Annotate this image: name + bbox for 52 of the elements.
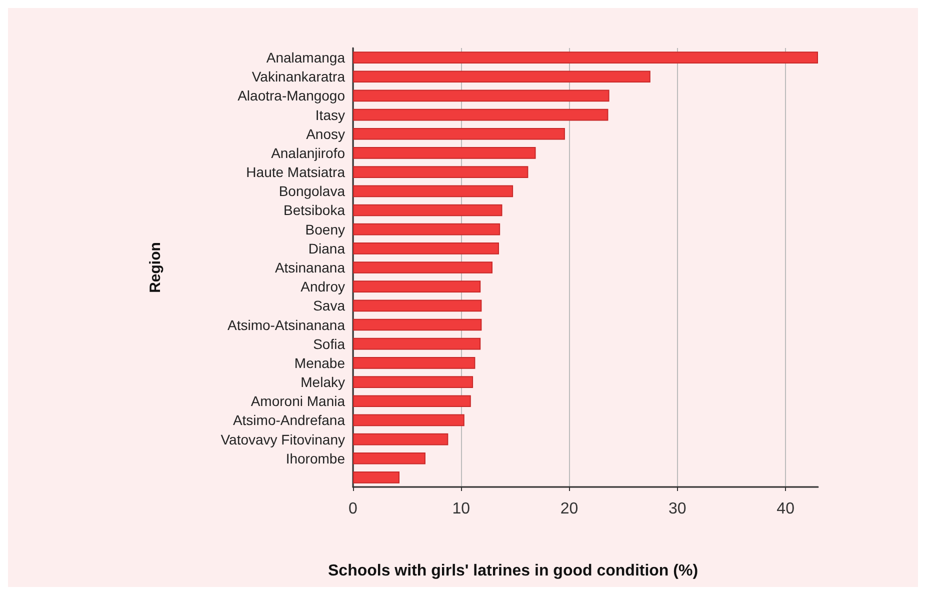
- y-tick-label: Atsimo-Atsinanana: [227, 316, 346, 333]
- bar: [353, 242, 499, 254]
- y-tick-label: Anosy: [306, 126, 345, 142]
- y-tick-label: Melaky: [300, 374, 345, 390]
- y-tick-label: Analamanga: [266, 50, 346, 66]
- bar: [353, 204, 502, 216]
- bar: [353, 433, 448, 446]
- y-tick-label: Haute Matsiatra: [246, 164, 346, 180]
- y-tick-label: Atsimo-Andrefana: [232, 412, 346, 428]
- bar: [353, 52, 818, 64]
- x-tick-label: 0: [348, 500, 358, 518]
- bar: [353, 108, 608, 121]
- bar: [353, 318, 482, 331]
- bar: [353, 262, 492, 274]
- bar: [353, 300, 482, 312]
- bar: [353, 90, 610, 102]
- bar: [353, 395, 471, 408]
- y-tick-label: Boeny: [305, 221, 345, 238]
- y-tick-label: Alaotra-Mangogo: [238, 88, 346, 104]
- bar: [353, 414, 464, 426]
- y-tick-label: Sofia: [313, 336, 346, 352]
- y-tick-label: Itasy: [315, 106, 345, 123]
- y-tick-label: Diana: [308, 240, 346, 256]
- bar: [353, 147, 536, 159]
- bar: [353, 338, 481, 350]
- y-tick-label: Menabe: [294, 354, 346, 371]
- y-axis-title: Region: [147, 242, 164, 293]
- bar: [353, 472, 400, 484]
- x-tick-label: 10: [452, 500, 470, 518]
- y-tick-label: Androy: [300, 278, 345, 295]
- x-tick-label: 20: [560, 500, 578, 518]
- y-tick-label: Bongolava: [278, 183, 346, 200]
- x-tick-label: 40: [776, 500, 795, 518]
- bar: [353, 223, 500, 236]
- bar: [353, 357, 476, 369]
- y-tick-label: Vatovavy Fitovinany: [220, 431, 345, 448]
- y-tick-label: Vakinankaratra: [252, 68, 346, 85]
- x-tick-label: 30: [668, 500, 686, 518]
- bar: [353, 166, 528, 178]
- y-tick-label: Ihorombe: [286, 450, 346, 466]
- x-axis-title: Schools with girls' latrines in good condition (%): [328, 562, 698, 580]
- y-tick-label: Sava: [313, 298, 346, 314]
- y-tick-label: Betsiboka: [284, 202, 346, 218]
- bar: [353, 185, 514, 198]
- y-tick-label: Atsinanana: [274, 260, 346, 276]
- bar: [353, 128, 565, 140]
- bar: [353, 280, 481, 293]
- bar: [353, 452, 426, 464]
- y-tick-label: Amoroni Mania: [250, 393, 346, 410]
- bar: [353, 70, 650, 83]
- y-tick-label: Analanjirofo: [271, 144, 346, 161]
- bar: [353, 376, 474, 388]
